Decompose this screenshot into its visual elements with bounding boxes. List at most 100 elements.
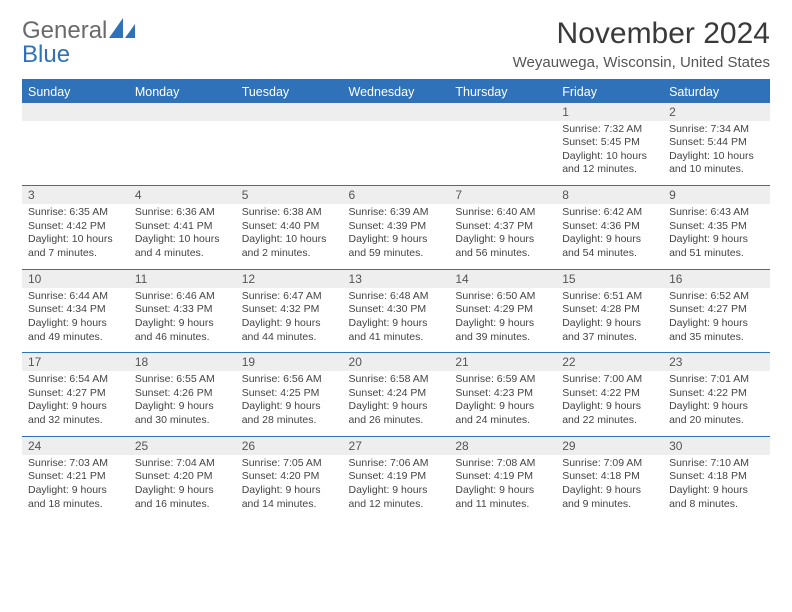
calendar-table: Sunday Monday Tuesday Wednesday Thursday… (22, 81, 770, 520)
day-sr: Sunrise: 6:51 AM (562, 290, 657, 304)
day-info: Sunrise: 6:55 AMSunset: 4:26 PMDaylight:… (129, 371, 236, 436)
day-d1: Daylight: 10 hours (28, 233, 123, 247)
day-d2: and 24 minutes. (455, 414, 550, 428)
day-info: Sunrise: 6:52 AMSunset: 4:27 PMDaylight:… (663, 288, 770, 353)
day-d2: and 8 minutes. (669, 498, 764, 512)
day-number (236, 103, 343, 121)
day-ss: Sunset: 4:39 PM (349, 220, 444, 234)
day-sr: Sunrise: 6:43 AM (669, 206, 764, 220)
day-sr: Sunrise: 6:36 AM (135, 206, 230, 220)
day-ss: Sunset: 4:28 PM (562, 303, 657, 317)
day-ss: Sunset: 4:21 PM (28, 470, 123, 484)
day-d1: Daylight: 9 hours (669, 317, 764, 331)
day-d1: Daylight: 10 hours (135, 233, 230, 247)
day-number: 30 (663, 436, 770, 455)
day-d2: and 30 minutes. (135, 414, 230, 428)
day-ss: Sunset: 4:22 PM (669, 387, 764, 401)
day-ss: Sunset: 4:30 PM (349, 303, 444, 317)
day-d2: and 7 minutes. (28, 247, 123, 261)
day-d1: Daylight: 9 hours (349, 233, 444, 247)
day-ss: Sunset: 4:34 PM (28, 303, 123, 317)
day-ss: Sunset: 4:32 PM (242, 303, 337, 317)
day-sr: Sunrise: 7:01 AM (669, 373, 764, 387)
day-number: 22 (556, 353, 663, 372)
day-ss: Sunset: 4:35 PM (669, 220, 764, 234)
day-ss: Sunset: 5:45 PM (562, 136, 657, 150)
day-info: Sunrise: 6:39 AMSunset: 4:39 PMDaylight:… (343, 204, 450, 269)
day-sr: Sunrise: 6:44 AM (28, 290, 123, 304)
day-sr: Sunrise: 6:39 AM (349, 206, 444, 220)
week-daynum-row: 3456789 (22, 186, 770, 205)
day-number: 6 (343, 186, 450, 205)
day-number: 14 (449, 269, 556, 288)
day-d1: Daylight: 9 hours (349, 484, 444, 498)
day-d1: Daylight: 9 hours (455, 233, 550, 247)
day-sr: Sunrise: 7:32 AM (562, 123, 657, 137)
day-number: 15 (556, 269, 663, 288)
day-info: Sunrise: 7:08 AMSunset: 4:19 PMDaylight:… (449, 455, 556, 520)
dow-thursday: Thursday (449, 81, 556, 103)
dow-monday: Monday (129, 81, 236, 103)
day-ss: Sunset: 4:20 PM (135, 470, 230, 484)
day-d1: Daylight: 9 hours (28, 484, 123, 498)
day-number: 17 (22, 353, 129, 372)
day-info: Sunrise: 6:47 AMSunset: 4:32 PMDaylight:… (236, 288, 343, 353)
day-number: 7 (449, 186, 556, 205)
day-number (449, 103, 556, 121)
day-d1: Daylight: 9 hours (28, 400, 123, 414)
brand-logo: General Blue (22, 18, 135, 67)
day-d2: and 41 minutes. (349, 331, 444, 345)
day-sr: Sunrise: 7:09 AM (562, 457, 657, 471)
day-d2: and 59 minutes. (349, 247, 444, 261)
day-number: 10 (22, 269, 129, 288)
day-d1: Daylight: 9 hours (669, 484, 764, 498)
day-d2: and 22 minutes. (562, 414, 657, 428)
day-sr: Sunrise: 6:54 AM (28, 373, 123, 387)
day-info: Sunrise: 6:44 AMSunset: 4:34 PMDaylight:… (22, 288, 129, 353)
week-daynum-row: 12 (22, 103, 770, 121)
day-info: Sunrise: 6:38 AMSunset: 4:40 PMDaylight:… (236, 204, 343, 269)
day-d1: Daylight: 9 hours (669, 400, 764, 414)
day-ss: Sunset: 4:19 PM (455, 470, 550, 484)
day-ss: Sunset: 5:44 PM (669, 136, 764, 150)
week-info-row: Sunrise: 6:54 AMSunset: 4:27 PMDaylight:… (22, 371, 770, 436)
calendar-body: 12Sunrise: 7:32 AMSunset: 5:45 PMDayligh… (22, 103, 770, 520)
day-sr: Sunrise: 6:48 AM (349, 290, 444, 304)
week-info-row: Sunrise: 6:35 AMSunset: 4:42 PMDaylight:… (22, 204, 770, 269)
day-info: Sunrise: 6:56 AMSunset: 4:25 PMDaylight:… (236, 371, 343, 436)
day-ss: Sunset: 4:29 PM (455, 303, 550, 317)
day-d2: and 16 minutes. (135, 498, 230, 512)
day-d2: and 12 minutes. (562, 163, 657, 177)
day-sr: Sunrise: 6:56 AM (242, 373, 337, 387)
day-sr: Sunrise: 6:59 AM (455, 373, 550, 387)
day-info: Sunrise: 7:00 AMSunset: 4:22 PMDaylight:… (556, 371, 663, 436)
dow-saturday: Saturday (663, 81, 770, 103)
day-number: 23 (663, 353, 770, 372)
day-ss: Sunset: 4:27 PM (28, 387, 123, 401)
day-sr: Sunrise: 7:10 AM (669, 457, 764, 471)
day-ss: Sunset: 4:23 PM (455, 387, 550, 401)
day-sr: Sunrise: 6:52 AM (669, 290, 764, 304)
day-d1: Daylight: 9 hours (455, 484, 550, 498)
day-d2: and 37 minutes. (562, 331, 657, 345)
day-d2: and 39 minutes. (455, 331, 550, 345)
day-sr: Sunrise: 7:08 AM (455, 457, 550, 471)
day-number: 20 (343, 353, 450, 372)
day-d1: Daylight: 9 hours (349, 400, 444, 414)
day-number: 29 (556, 436, 663, 455)
day-sr: Sunrise: 7:05 AM (242, 457, 337, 471)
day-number: 2 (663, 103, 770, 121)
day-d1: Daylight: 9 hours (562, 484, 657, 498)
day-d1: Daylight: 9 hours (135, 484, 230, 498)
day-d2: and 18 minutes. (28, 498, 123, 512)
day-number: 3 (22, 186, 129, 205)
day-d1: Daylight: 9 hours (242, 317, 337, 331)
day-d1: Daylight: 9 hours (562, 400, 657, 414)
day-d1: Daylight: 10 hours (562, 150, 657, 164)
dow-tuesday: Tuesday (236, 81, 343, 103)
day-d1: Daylight: 9 hours (135, 400, 230, 414)
week-daynum-row: 24252627282930 (22, 436, 770, 455)
day-ss: Sunset: 4:24 PM (349, 387, 444, 401)
day-d1: Daylight: 9 hours (242, 400, 337, 414)
day-sr: Sunrise: 6:42 AM (562, 206, 657, 220)
